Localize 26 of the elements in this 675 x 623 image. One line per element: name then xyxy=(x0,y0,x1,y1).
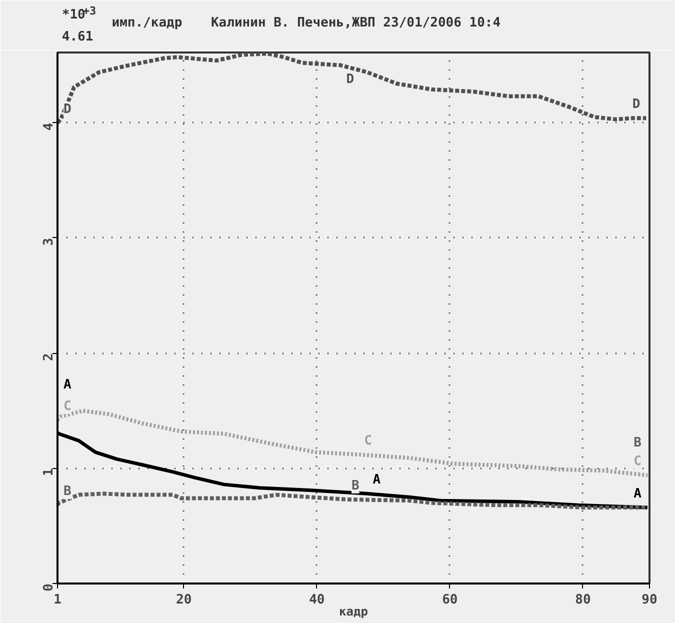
chart-title: Калинин В. Печень,ЖВП 23/01/2006 10:4 xyxy=(210,16,501,30)
text: D xyxy=(346,72,354,88)
series-label: D xyxy=(64,102,72,117)
x-tick-label: 60 xyxy=(442,592,458,608)
text: A xyxy=(372,472,381,488)
text: 4.61 xyxy=(62,30,94,44)
text: B xyxy=(352,478,360,494)
text: A xyxy=(64,378,72,393)
x-tick-label: 40 xyxy=(309,592,325,608)
x-tick-label: 20 xyxy=(176,592,192,608)
y-tick-label: 3 xyxy=(42,238,56,246)
series-label: A xyxy=(634,486,642,502)
x-tick-label: 80 xyxy=(575,592,591,608)
x-axis-title: кадр xyxy=(339,604,368,618)
y-axis-title: имп./кадр xyxy=(112,16,182,30)
text: C xyxy=(634,454,642,470)
text: D xyxy=(632,97,640,112)
y-tick-label: 2 xyxy=(42,353,56,361)
y-tick-label: 4 xyxy=(42,122,56,131)
y-tick-label: 0 xyxy=(42,583,56,592)
series-label: B xyxy=(64,484,72,500)
y-tick-label: 1 xyxy=(42,468,56,476)
text: C xyxy=(364,433,372,448)
series-label: C xyxy=(64,398,72,414)
text: B xyxy=(634,435,642,450)
x-tick-label: 90 xyxy=(642,592,658,608)
